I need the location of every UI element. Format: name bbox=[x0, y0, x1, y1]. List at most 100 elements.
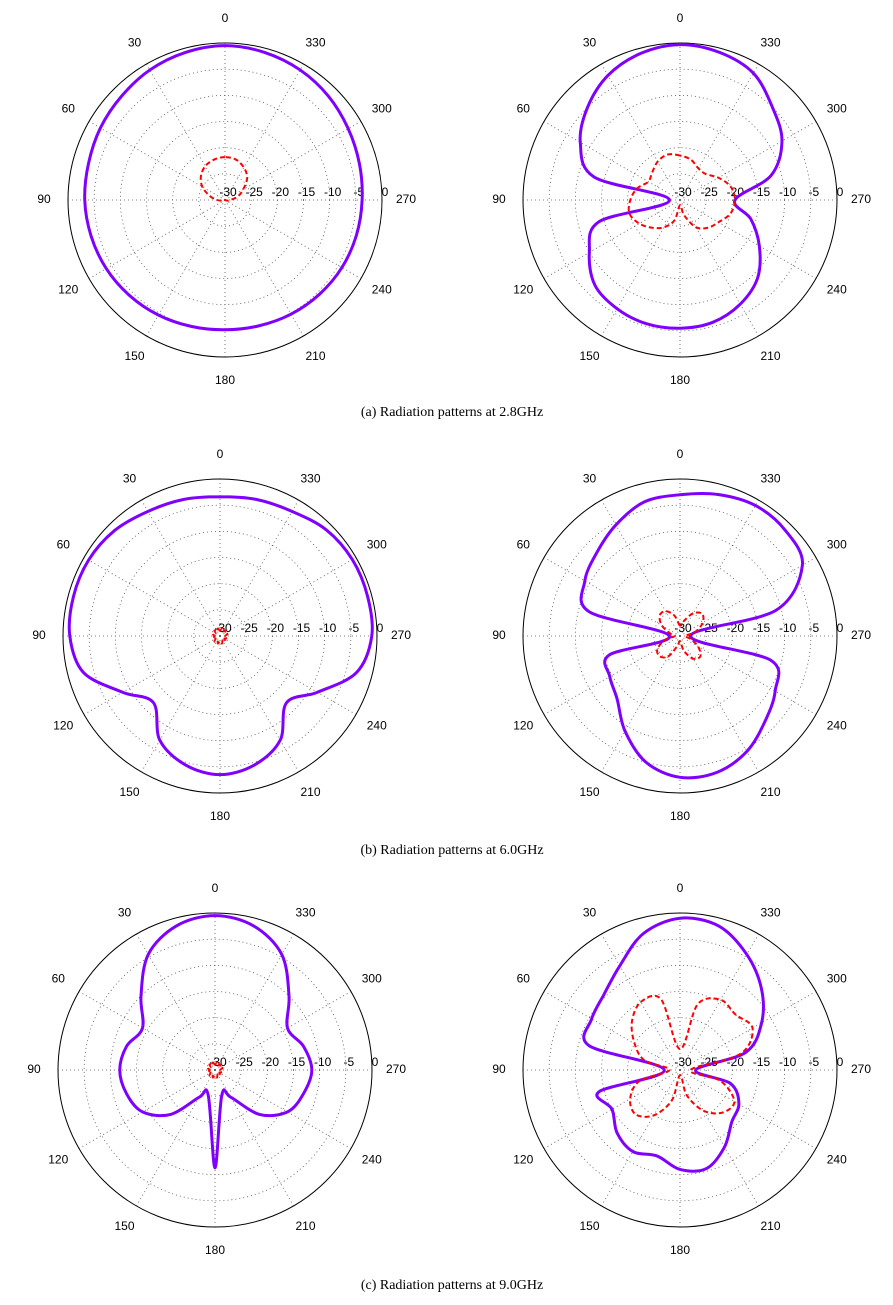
grid-circle bbox=[653, 609, 707, 663]
r-tick-label: -5 bbox=[808, 1055, 819, 1069]
grid-spoke bbox=[679, 499, 759, 637]
r-tick-label: -10 bbox=[779, 185, 797, 199]
r-tick-label: -15 bbox=[753, 1055, 771, 1069]
angle-label: 240 bbox=[372, 283, 392, 297]
angle-label: 240 bbox=[362, 1153, 382, 1167]
angle-label: 180 bbox=[670, 373, 690, 387]
r-tick-label: -15 bbox=[753, 621, 771, 635]
cross-pol-curve bbox=[199, 156, 249, 202]
grid-circle bbox=[548, 504, 812, 768]
grid-spoke bbox=[219, 499, 299, 637]
angle-label: 270 bbox=[396, 192, 416, 206]
grid-spoke bbox=[679, 635, 817, 715]
r-tick-label: 0 bbox=[837, 185, 844, 199]
cross-pol-curve bbox=[211, 627, 229, 645]
angle-label: 0 bbox=[677, 881, 684, 895]
grid-spoke bbox=[679, 1069, 759, 1207]
r-tick-label: -25 bbox=[235, 1055, 253, 1069]
co-pol-curve bbox=[582, 916, 765, 1173]
angle-label: 30 bbox=[583, 905, 597, 919]
angle-label: 150 bbox=[579, 1219, 599, 1233]
grid-circle bbox=[601, 121, 759, 279]
cross-pol-curve bbox=[656, 610, 705, 660]
grid-circle bbox=[136, 991, 294, 1149]
angle-label: 180 bbox=[210, 809, 230, 823]
angle-label: 90 bbox=[492, 1062, 506, 1076]
angle-label: 60 bbox=[57, 538, 71, 552]
r-tick-label: -30 bbox=[674, 1055, 692, 1069]
angle-label: 330 bbox=[300, 471, 320, 485]
angle-label: 240 bbox=[827, 1153, 847, 1167]
r-tick-label: -15 bbox=[288, 1055, 306, 1069]
r-tick-label: 0 bbox=[382, 185, 389, 199]
angle-label: 0 bbox=[217, 447, 224, 461]
angle-label: 30 bbox=[123, 471, 137, 485]
co-pol-curve bbox=[579, 491, 804, 780]
r-tick-label: 0 bbox=[377, 621, 384, 635]
r-tick-label: 0 bbox=[372, 1055, 379, 1069]
angle-label: 90 bbox=[492, 628, 506, 642]
r-tick-label: -30 bbox=[214, 621, 232, 635]
angle-label: 300 bbox=[372, 102, 392, 116]
grid-spoke bbox=[543, 635, 681, 715]
angle-label: 0 bbox=[212, 881, 219, 895]
angle-label: 180 bbox=[205, 1243, 225, 1257]
angle-label: 120 bbox=[53, 719, 73, 733]
grid-spoke bbox=[224, 63, 304, 201]
grid-circle bbox=[193, 609, 247, 663]
angle-label: 120 bbox=[48, 1153, 68, 1167]
grid-spoke bbox=[543, 199, 681, 279]
angle-label: 0 bbox=[677, 11, 684, 25]
caption: (a) Radiation patterns at 2.8GHz bbox=[361, 405, 543, 420]
angle-label: 210 bbox=[295, 1219, 315, 1233]
angle-label: 330 bbox=[760, 35, 780, 49]
r-tick-label: -30 bbox=[219, 185, 237, 199]
grid-spoke bbox=[543, 557, 681, 637]
angle-label: 330 bbox=[760, 471, 780, 485]
r-tick-label: -25 bbox=[240, 621, 258, 635]
angle-label: 300 bbox=[362, 972, 382, 986]
grid-circle bbox=[548, 938, 812, 1202]
angle-label: 240 bbox=[367, 719, 387, 733]
cross-pol-curve bbox=[206, 1061, 224, 1079]
angle-label: 210 bbox=[760, 1219, 780, 1233]
angle-label: 330 bbox=[295, 905, 315, 919]
grid-spoke bbox=[543, 121, 681, 201]
co-pol-curve bbox=[578, 43, 784, 330]
r-tick-label: -10 bbox=[779, 1055, 797, 1069]
angle-label: 120 bbox=[513, 1153, 533, 1167]
angle-label: 210 bbox=[305, 349, 325, 363]
r-tick-label: -5 bbox=[353, 185, 364, 199]
r-tick-label: 0 bbox=[837, 1055, 844, 1069]
grid-circle bbox=[141, 557, 299, 715]
angle-label: 240 bbox=[827, 283, 847, 297]
angle-label: 180 bbox=[670, 809, 690, 823]
co-pol-curve bbox=[67, 495, 374, 777]
grid-spoke bbox=[88, 199, 226, 279]
angle-label: 120 bbox=[513, 719, 533, 733]
r-tick-label: -10 bbox=[319, 621, 337, 635]
angle-label: 0 bbox=[677, 447, 684, 461]
r-tick-label: -20 bbox=[267, 621, 285, 635]
angle-label: 300 bbox=[367, 538, 387, 552]
caption: (c) Radiation patterns at 9.0GHz bbox=[361, 1278, 543, 1293]
grid-spoke bbox=[679, 199, 759, 337]
angle-label: 300 bbox=[827, 538, 847, 552]
grid-circle bbox=[601, 557, 759, 715]
grid-circle bbox=[83, 938, 347, 1202]
r-tick-label: -5 bbox=[348, 621, 359, 635]
r-tick-label: -5 bbox=[808, 185, 819, 199]
angle-label: 0 bbox=[222, 11, 229, 25]
grid-spoke bbox=[83, 557, 221, 637]
angle-label: 180 bbox=[215, 373, 235, 387]
grid-circle bbox=[653, 1043, 707, 1097]
r-tick-label: -25 bbox=[245, 185, 263, 199]
grid-spoke bbox=[78, 991, 216, 1071]
angle-label: 270 bbox=[851, 1062, 871, 1076]
angle-label: 120 bbox=[513, 283, 533, 297]
cross-pol-curve bbox=[629, 994, 754, 1118]
r-tick-label: -20 bbox=[262, 1055, 280, 1069]
angle-label: 150 bbox=[579, 349, 599, 363]
grid-spoke bbox=[214, 1069, 294, 1207]
angle-label: 60 bbox=[62, 102, 76, 116]
